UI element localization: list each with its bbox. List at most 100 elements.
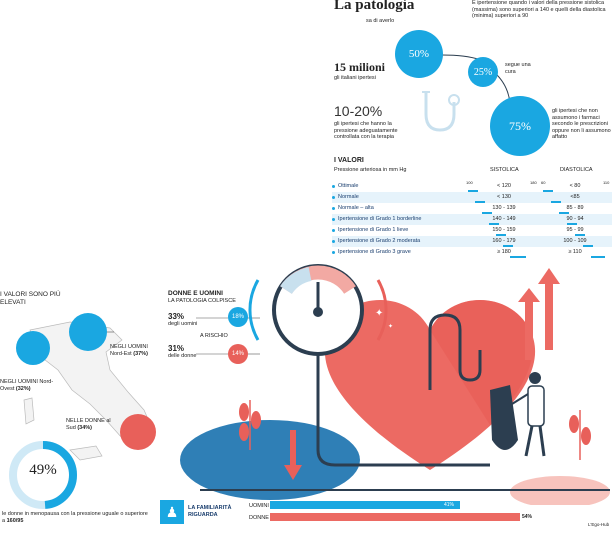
risk-label: A RISCHIO xyxy=(200,333,228,339)
map-south-value: (34%) xyxy=(77,424,92,431)
map-ne-text: NEGLI UOMINI Nord-Est xyxy=(110,344,148,357)
intro-text: È ipertensione quando i valori della pre… xyxy=(472,0,606,19)
men-label: degli uomini xyxy=(168,321,198,327)
gender-subtitle: LA PATOLOGIA COLPISCE xyxy=(168,298,236,304)
row-dia: <85 xyxy=(570,194,580,200)
row-bullet-icon xyxy=(332,218,335,221)
map-south-text: NELLE DONNE al Sud xyxy=(66,418,111,431)
bubble-50-label: 50% xyxy=(408,48,430,60)
family-icon: ♟ xyxy=(160,500,184,524)
men-bar-value: 41% xyxy=(444,502,455,508)
values-row: Normale < 130 <85 xyxy=(332,192,612,203)
row-label: Ipertensione di Grado 3 grave xyxy=(338,249,411,255)
familiarity-title: LA FAMILIARITÀ RIGUARDA xyxy=(188,505,232,518)
row-sys: 150 - 159 xyxy=(492,227,516,233)
scale-sys-max: 180 xyxy=(530,180,537,185)
row-sys-bar xyxy=(468,190,478,192)
risk-men-bubble: 18% xyxy=(228,307,248,327)
row-label: Ipertensione di Grado 1 lieve xyxy=(338,227,409,233)
row-dia-bar xyxy=(591,256,605,258)
row-label: Normale – alta xyxy=(338,205,374,211)
scale-dia-max: 110 xyxy=(603,180,610,185)
menopause-value: 49% xyxy=(29,462,57,478)
values-title: I VALORI xyxy=(334,157,364,164)
women-bar-label: DONNE xyxy=(249,515,269,521)
values-row: Ipertensione di Grado 3 grave ≥ 180 ≥ 110 xyxy=(332,247,612,258)
credit: L'Ego-Hub xyxy=(588,522,610,527)
range-caption: gli ipertesi che hanno la pressione adeg… xyxy=(334,121,398,140)
men-bar-label: UOMINI xyxy=(249,503,269,509)
map-nw-text: NEGLI UOMINI Nord-Ovest xyxy=(0,379,54,392)
row-sys: ≥ 180 xyxy=(497,249,511,255)
row-dia-bar xyxy=(551,201,561,203)
hill-left xyxy=(180,420,360,500)
values-row: Ottimale < 120 < 80 xyxy=(332,181,612,192)
pump-bulb xyxy=(490,385,518,450)
row-dia-bar xyxy=(559,212,569,214)
bubble-75-label: 75% xyxy=(509,118,531,133)
values-row: Ipertensione di Grado 1 lieve 150 - 159 95… xyxy=(332,225,612,236)
row-sys: 140 - 149 xyxy=(492,216,516,222)
bubble-50: 50% xyxy=(395,30,443,78)
scale-dia-min: 60 xyxy=(541,180,546,185)
row-dia-bar xyxy=(575,234,585,236)
menopause-caption-value: 160/95 xyxy=(6,517,24,524)
row-dia-bar xyxy=(567,223,577,225)
row-sys-bar xyxy=(482,212,492,214)
row-dia: 85 - 89 xyxy=(566,205,584,211)
row-dia: 100 - 109 xyxy=(563,238,587,244)
risk-men-value: 18% xyxy=(231,314,244,320)
row-bullet-icon xyxy=(332,251,335,254)
values-subtitle: Pressione arteriosa in mm Hg xyxy=(334,167,407,173)
stethoscope-icon xyxy=(422,91,460,132)
values-row: Ipertensione di Grado 1 borderline 140 - … xyxy=(332,214,612,225)
map-south-label: NELLE DONNE al Sud (34%) xyxy=(66,418,116,431)
row-sys: 160 - 179 xyxy=(492,238,516,244)
risk-women-value: 14% xyxy=(231,351,244,357)
big-caption: gli italiani ipertesi xyxy=(334,75,376,81)
row-dia: < 80 xyxy=(569,183,581,189)
men-bar xyxy=(270,501,460,509)
row-dia: 90 - 94 xyxy=(566,216,584,222)
women-bar xyxy=(270,513,520,521)
range-number: 10-20% xyxy=(334,103,383,119)
row-sys-bar xyxy=(489,223,499,225)
row-bullet-icon xyxy=(332,240,335,243)
women-bar-value: 54% xyxy=(522,514,533,520)
subtitle-small: sa di averlo xyxy=(366,18,395,24)
doctor-coat xyxy=(527,385,545,427)
row-bullet-icon xyxy=(332,229,335,232)
bubble-75-caption: gli ipertesi che non assumono i farmaci … xyxy=(552,108,611,140)
bubble-75: 75% xyxy=(490,96,550,156)
col-dia: DIASTOLICA xyxy=(560,167,593,173)
scale-sys-min: 100 xyxy=(466,180,473,185)
menopause-donut xyxy=(9,441,77,509)
row-bullet-icon xyxy=(332,207,335,210)
row-label: Ipertensione di Grado 1 borderline xyxy=(338,216,422,222)
row-sys: < 120 xyxy=(497,183,511,189)
map-nw-value: (32%) xyxy=(15,385,31,392)
row-dia: 95 - 99 xyxy=(566,227,584,233)
italy-map xyxy=(16,313,156,461)
row-sys-bar xyxy=(503,245,513,247)
men-pct: 33% xyxy=(168,312,185,321)
bubble-25: 25% xyxy=(468,57,498,87)
bubble-25-caption: segue una cura xyxy=(505,62,531,75)
bubble-25-label: 25% xyxy=(473,66,493,78)
heart-illustration: ✦ ✦ xyxy=(180,264,610,505)
gender-connectors xyxy=(196,317,260,355)
doctor-head xyxy=(529,372,541,384)
row-bullet-icon xyxy=(332,185,335,188)
svg-text:✦: ✦ xyxy=(375,308,383,319)
gender-title: DONNE E UOMINI xyxy=(168,290,223,297)
row-sys-bar xyxy=(496,234,506,236)
map-title: I VALORI SONO PIÙ ELEVATI xyxy=(0,291,61,306)
row-sys: 130 - 139 xyxy=(492,205,516,211)
women-pct: 31% xyxy=(168,344,185,353)
women-label: delle donne xyxy=(168,353,197,359)
big-number: 15 milioni xyxy=(334,60,386,74)
row-dia-bar xyxy=(543,190,553,192)
menopause-caption-text: le donne in menopausa con la pressione u… xyxy=(2,511,148,524)
row-sys-bar xyxy=(475,201,485,203)
col-sys: SISTOLICA xyxy=(490,167,519,173)
